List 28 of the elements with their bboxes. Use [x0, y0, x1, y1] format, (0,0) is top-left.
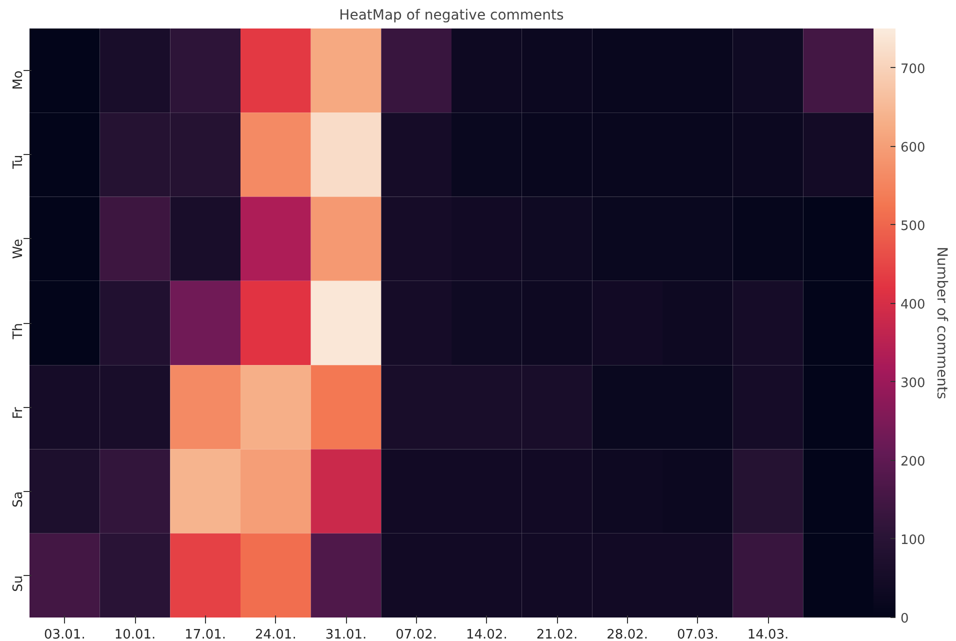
y-tick-label: Fr: [11, 406, 26, 420]
x-tick-label: 03.01.: [44, 628, 86, 641]
color-bar-label: 600: [900, 140, 926, 156]
color-bar-label: 500: [900, 218, 926, 234]
y-tick-label: We: [11, 238, 26, 259]
y-tick-label: Th: [11, 322, 26, 340]
x-tick-label: 14.02.: [466, 628, 508, 641]
x-tick-label: 07.03.: [676, 628, 718, 641]
x-tick-label: 31.01.: [325, 628, 367, 641]
x-tick-label: 14.03.: [747, 628, 789, 641]
color-bar-label: 700: [900, 62, 926, 77]
x-tick-label: 10.01.: [114, 628, 156, 641]
color-bar-title: Number of comments: [934, 246, 950, 400]
y-tick-label: Sa: [11, 491, 26, 508]
y-tick-label: Tu: [11, 154, 26, 170]
y-tick-label: Mo: [11, 70, 26, 90]
x-tick-label: 28.02.: [606, 628, 648, 641]
color-bar-label: 300: [900, 376, 926, 391]
x-tick-label: 21.02.: [536, 628, 578, 641]
x-tick-label: 17.01.: [184, 628, 226, 641]
y-tick-label: Su: [11, 575, 26, 592]
color-bar-label: 100: [900, 532, 926, 548]
color-bar-label: 400: [900, 297, 926, 312]
color-bar-label: 0: [900, 612, 909, 626]
color-bar-label: 200: [900, 454, 926, 470]
chart-title: HeatMap of negative comments: [339, 8, 564, 24]
x-tick-label: 24.01.: [254, 628, 296, 641]
x-tick-label: 07.02.: [396, 628, 438, 641]
